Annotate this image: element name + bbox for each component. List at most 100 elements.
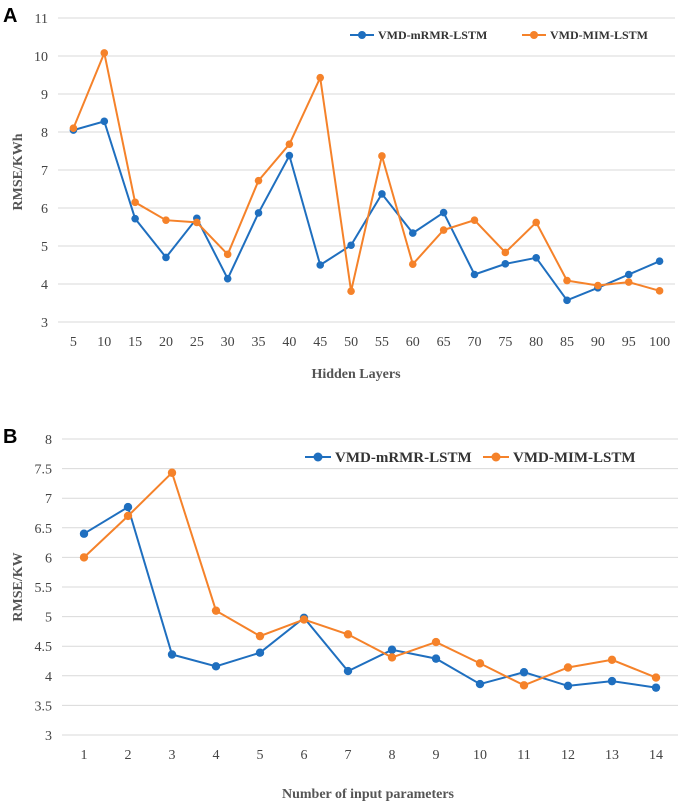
data-point-mrmr — [79, 529, 89, 538]
data-point-mrmr — [100, 117, 109, 126]
panel-a-x-ticks: 5 10 15 20 25 30 35 40 45 50 55 60 65 70 75 80 85 90 95 100 — [70, 335, 670, 350]
x-tick-label: 90 — [591, 335, 605, 350]
panel-b-y-ticks: 3 3.5 4 4.5 5 5.5 6 6.5 7 7.5 8 — [35, 433, 53, 744]
y-tick-label: 7.5 — [35, 463, 53, 478]
x-tick-label: 45 — [313, 335, 327, 350]
legend-label-mim: VMD-MIM-LSTM — [513, 450, 635, 466]
data-point-mrmr — [378, 190, 386, 198]
x-tick-label: 12 — [561, 748, 575, 763]
x-tick-label: 2 — [125, 748, 132, 763]
data-point-mim — [655, 287, 664, 295]
data-point-mrmr — [255, 648, 265, 657]
data-point-mim — [501, 248, 510, 257]
x-tick-label: 80 — [529, 335, 543, 350]
panel-b-x-axis-title: Number of input parameters — [282, 787, 455, 802]
data-point-mim — [100, 49, 109, 57]
y-tick-label: 3.5 — [35, 699, 53, 714]
data-point-mim — [343, 630, 353, 639]
legend-label-mim: VMD-MIM-LSTM — [550, 28, 648, 42]
x-tick-label: 10 — [97, 335, 111, 350]
x-tick-label: 15 — [128, 335, 142, 350]
x-tick-label: 20 — [159, 335, 173, 350]
x-tick-label: 6 — [301, 748, 308, 763]
data-point-mrmr — [475, 679, 485, 689]
y-tick-label: 6 — [45, 551, 52, 566]
series-line-mrmr — [73, 120, 660, 302]
panel-b-chart: B 33.544.555.566.577.58 1 2 3 4 5 6 7 8 9 10 11 12 1… — [3, 426, 678, 802]
data-point-mrmr — [123, 502, 133, 512]
y-tick-label: 8 — [45, 433, 52, 448]
data-point-mrmr — [470, 270, 479, 279]
x-tick-label: 4 — [213, 748, 220, 763]
x-tick-label: 5 — [257, 748, 264, 763]
data-point-mim — [79, 553, 89, 562]
x-tick-label: 55 — [375, 335, 389, 350]
y-tick-label: 11 — [35, 12, 48, 27]
legend-item-mrmr: VMD-mRMR-LSTM — [305, 450, 472, 466]
data-point-mrmr — [131, 214, 139, 223]
x-tick-label: 60 — [406, 335, 420, 350]
x-tick-label: 100 — [649, 335, 670, 350]
data-point-mim — [563, 663, 573, 672]
panel-a-y-ticks: 3 4 5 6 7 8 9 10 11 — [34, 12, 48, 331]
y-tick-label: 6 — [41, 202, 48, 217]
data-point-mim — [470, 216, 479, 224]
panel-b-y-axis-title: RMSE/KW — [11, 552, 26, 621]
y-tick-label: 3 — [41, 316, 48, 331]
x-tick-label: 14 — [649, 748, 663, 763]
data-point-mim — [285, 140, 294, 148]
data-point-mrmr — [651, 683, 661, 692]
data-point-mrmr — [316, 261, 325, 269]
x-tick-label: 95 — [622, 335, 636, 350]
data-point-mrmr — [519, 668, 529, 677]
legend-item-mim: VMD-MIM-LSTM — [483, 450, 635, 466]
x-tick-label: 65 — [437, 335, 451, 350]
legend-marker-mrmr — [358, 31, 366, 39]
data-point-mrmr — [439, 208, 448, 217]
data-point-mim — [211, 606, 221, 615]
data-point-mim — [299, 615, 309, 624]
data-point-mim — [532, 218, 540, 227]
data-point-mim — [69, 124, 78, 132]
data-point-mrmr — [624, 270, 633, 279]
data-point-mim — [519, 681, 529, 690]
y-tick-label: 5 — [45, 611, 52, 626]
y-tick-label: 7 — [41, 164, 48, 179]
panel-a-series — [69, 49, 664, 305]
y-tick-label: 6.5 — [35, 522, 53, 537]
y-tick-label: 8 — [41, 126, 48, 141]
legend-label-mrmr: VMD-mRMR-LSTM — [378, 28, 487, 42]
y-tick-label: 9 — [41, 88, 48, 103]
data-point-mrmr — [254, 209, 263, 217]
data-point-mim — [651, 673, 661, 682]
y-tick-label: 4 — [41, 278, 48, 293]
data-point-mrmr — [387, 645, 397, 654]
data-point-mim — [162, 216, 170, 224]
data-point-mrmr — [343, 666, 353, 676]
panel-b-letter: B — [3, 426, 17, 448]
legend-item-mrmr: VMD-mRMR-LSTM — [350, 28, 487, 42]
x-tick-label: 13 — [605, 748, 619, 763]
data-point-mrmr — [223, 274, 232, 283]
data-point-mrmr — [431, 654, 441, 663]
x-tick-label: 9 — [433, 748, 440, 763]
panel-a-letter: A — [3, 5, 17, 27]
x-tick-label: 70 — [467, 335, 481, 350]
x-tick-label: 75 — [498, 335, 512, 350]
y-tick-label: 5.5 — [35, 581, 53, 596]
data-point-mim — [607, 655, 617, 665]
data-point-mim — [131, 198, 139, 207]
data-point-mim — [475, 659, 485, 668]
data-point-mim — [167, 468, 177, 477]
legend-label-mrmr: VMD-mRMR-LSTM — [335, 450, 472, 466]
x-tick-label: 30 — [221, 335, 235, 350]
x-tick-label: 1 — [81, 748, 88, 763]
data-point-mim — [316, 73, 325, 82]
data-point-mrmr — [162, 253, 170, 262]
x-tick-label: 40 — [282, 335, 296, 350]
x-tick-label: 50 — [344, 335, 358, 350]
data-point-mrmr — [563, 681, 573, 691]
x-tick-label: 10 — [473, 748, 487, 763]
